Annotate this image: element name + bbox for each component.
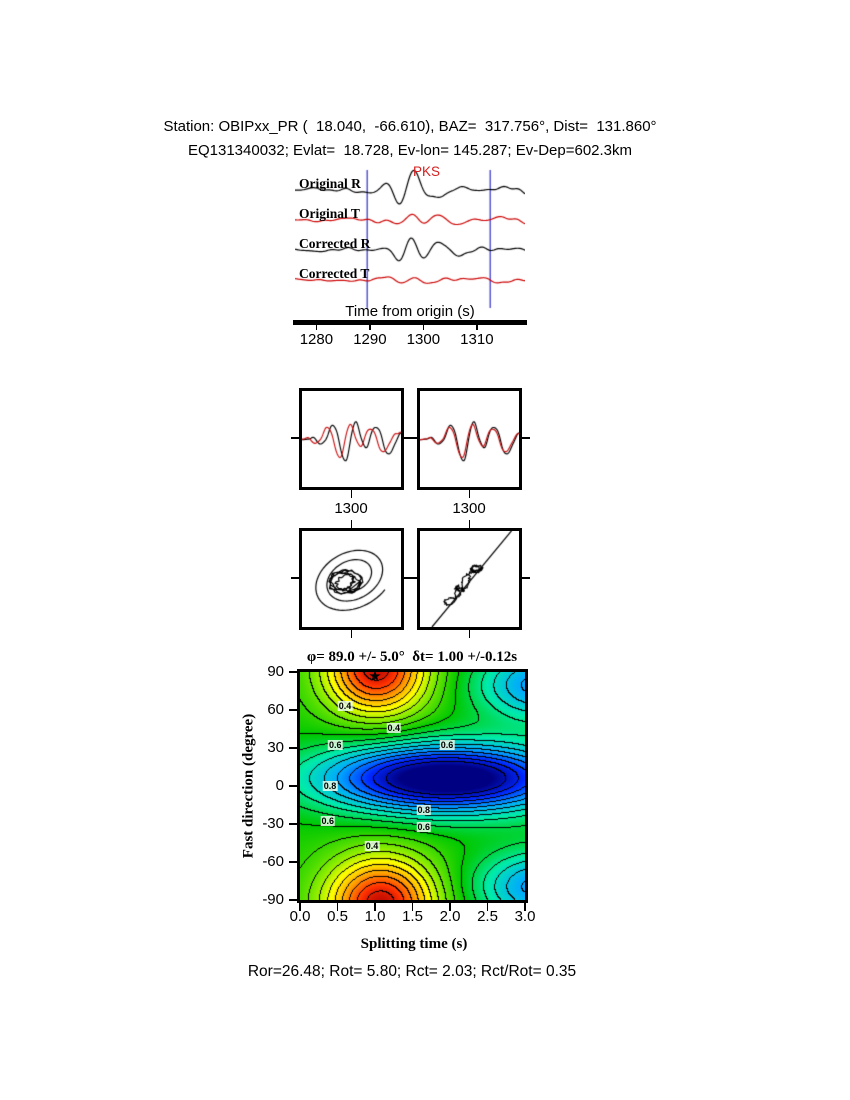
contour-label: 0.8 — [322, 781, 338, 791]
contour-label: 0.6 — [439, 740, 455, 751]
contour-y-tick-label: -60 — [262, 853, 284, 870]
frame-tick — [468, 520, 471, 528]
trace-label: Corrected R — [299, 236, 371, 251]
contour-x-tick — [411, 903, 414, 911]
frame-tick — [409, 437, 417, 439]
frame-tick — [404, 577, 412, 579]
time-axis-tick — [315, 325, 318, 330]
contour-label: 0.8 — [416, 805, 432, 816]
contour-x-tick — [299, 903, 301, 911]
contour-x-tick — [524, 903, 526, 911]
time-axis-bar — [293, 320, 527, 325]
windowed-waveform-canvas-right — [420, 391, 519, 487]
contour-label: 0.4 — [364, 840, 380, 851]
contour-x-tick — [336, 903, 339, 911]
time-axis-tick — [369, 325, 371, 330]
particle-motion-canvas-left — [302, 531, 401, 627]
contour-frame: 0.4 0.6 0.4 0.6 0.8 0.6 0.8 0.6 0.4 ★ — [297, 667, 528, 903]
contour-canvas — [300, 672, 525, 900]
frame-tick — [409, 577, 417, 579]
windowed-waveform-box-left — [299, 388, 404, 490]
particle-motion-box-right — [417, 528, 522, 630]
contour-title: φ= 89.0 +/- 5.0° δt= 1.00 +/-0.12s — [306, 649, 518, 665]
contour-y-tick-label: 90 — [267, 663, 284, 680]
contour-x-tick-label: 3.0 — [514, 908, 536, 925]
contour-label: 0.6 — [416, 821, 432, 832]
contour-y-tick — [289, 823, 297, 825]
time-axis-tick — [476, 325, 478, 330]
contour-y-tick-label: -30 — [262, 815, 284, 832]
figure-title-line2: EQ131340032; Evlat= 18.728, Ev-lon= 145.… — [187, 142, 633, 159]
contour-y-tick-label: 30 — [267, 739, 284, 756]
contour-y-tick — [289, 785, 297, 787]
figure-title-line1: Station: OBIPxx_PR ( 18.040, -66.610), B… — [163, 118, 657, 135]
stats-line: Ror=26.48; Rot= 5.80; Rct= 2.03; Rct/Rot… — [247, 963, 577, 980]
contour-x-tick — [449, 903, 451, 911]
frame-tick — [350, 490, 353, 498]
time-tick-label: 1290 — [353, 331, 387, 348]
frame-tick — [468, 630, 471, 638]
time-tick-label: 1280 — [299, 331, 334, 348]
contour-x-tick — [374, 903, 376, 911]
seismogram-canvas — [295, 168, 525, 310]
particle-motion-canvas-right — [420, 531, 519, 627]
trace-label: Original T — [299, 206, 360, 221]
time-tick-label: 1300 — [406, 331, 441, 348]
contour-y-tick — [289, 671, 297, 673]
contour-label: 0.4 — [386, 722, 402, 733]
contour-x-tick-label: 2.0 — [439, 908, 461, 925]
contour-label: 0.6 — [327, 740, 343, 751]
frame-tick — [522, 577, 530, 579]
contour-x-tick-label: 0.0 — [289, 908, 311, 925]
contour-x-tick-label: 1.5 — [402, 908, 423, 925]
trace-label: Original R — [299, 176, 361, 191]
time-axis-label: Time from origin (s) — [345, 303, 475, 320]
contour-y-tick — [289, 899, 297, 901]
windowed-waveform-canvas-left — [302, 391, 401, 487]
contour-y-tick-label: 60 — [267, 701, 284, 718]
contour-label: 0.4 — [337, 701, 353, 712]
contour-y-tick-label: 0 — [275, 777, 284, 794]
contour-x-tick-label: 2.5 — [477, 908, 498, 925]
contour-y-tick — [289, 747, 297, 749]
window-time-label-right: 1300 — [452, 500, 486, 517]
contour-y-tick — [289, 861, 297, 863]
time-tick-label: 1310 — [460, 331, 494, 348]
frame-tick — [350, 520, 353, 528]
frame-tick — [404, 437, 412, 439]
contour-x-tick-label: 0.5 — [327, 908, 348, 925]
frame-tick — [522, 437, 530, 439]
contour-y-tick-label: -90 — [262, 891, 284, 908]
contour-x-axis-label: Splitting time (s) — [360, 936, 468, 952]
frame-tick — [468, 490, 471, 498]
window-time-label-left: 1300 — [334, 500, 368, 517]
contour-y-tick — [289, 709, 297, 711]
phase-label: PKS — [413, 164, 441, 179]
time-axis-tick — [422, 325, 425, 330]
seismogram-panel: PKS Original R Original T Corrected R Corre… — [295, 164, 525, 310]
contour-x-tick-label: 1.0 — [364, 908, 386, 925]
windowed-waveform-box-right — [417, 388, 522, 490]
frame-tick — [291, 437, 299, 439]
frame-tick — [291, 577, 299, 579]
best-fit-star-marker: ★ — [368, 667, 382, 685]
contour-x-tick — [486, 903, 489, 911]
trace-label: Corrected T — [299, 266, 370, 281]
frame-tick — [350, 630, 353, 638]
contour-label: 0.6 — [320, 816, 336, 827]
particle-motion-box-left — [299, 528, 404, 630]
